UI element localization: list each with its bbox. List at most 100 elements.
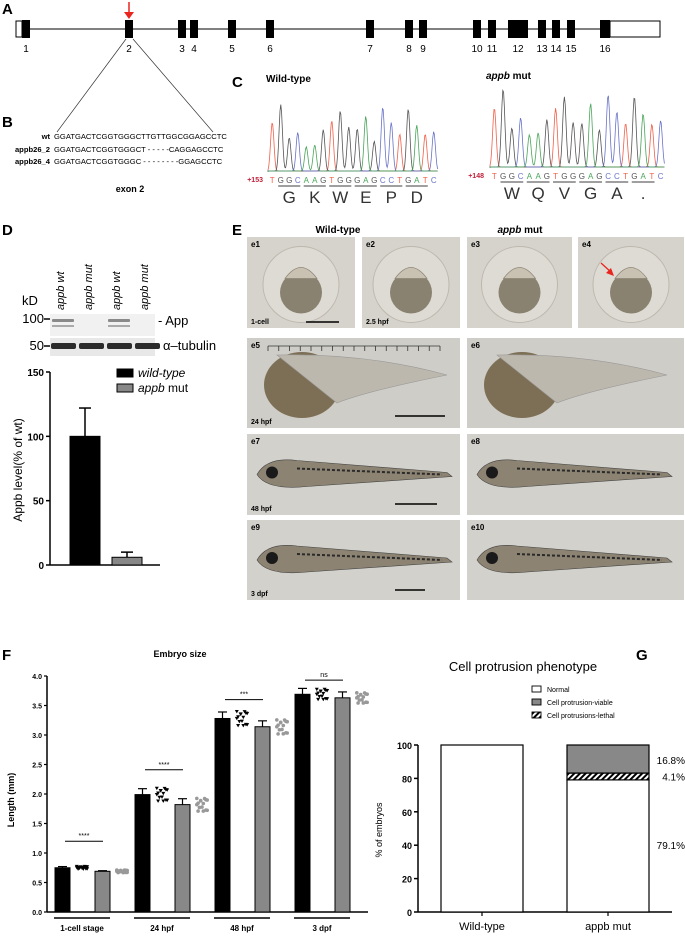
exon-number: 11 bbox=[487, 44, 498, 55]
legend-swatch bbox=[531, 698, 542, 706]
legend-swatch bbox=[116, 368, 134, 378]
amino-acid: G bbox=[584, 184, 597, 203]
panel-label-c: C bbox=[232, 74, 243, 91]
x-category-label: 24 hpf bbox=[150, 924, 174, 933]
exon-number: 5 bbox=[229, 44, 235, 55]
data-point-mut bbox=[361, 695, 366, 699]
amino-acid: Q bbox=[532, 184, 545, 203]
exon-box bbox=[488, 20, 496, 38]
y-tick-label: 1.5 bbox=[32, 822, 42, 829]
base-call: T bbox=[397, 176, 402, 185]
alignment-row-seq: GGATGACTCGGTGGGCTTGTTGGCGGAGCCTC bbox=[54, 132, 227, 141]
y-tick-label: 60 bbox=[402, 808, 412, 818]
larva-eye bbox=[486, 552, 498, 564]
y-tick-label: 1.0 bbox=[32, 851, 42, 858]
gene-italic: appb bbox=[486, 71, 510, 82]
data-point-mut bbox=[204, 808, 208, 812]
tile-id: e2 bbox=[366, 240, 375, 249]
y-tick-label: 3.5 bbox=[32, 704, 42, 711]
gene-italic: appb bbox=[498, 225, 522, 236]
data-point-mut bbox=[278, 720, 283, 725]
utr-3prime bbox=[609, 20, 661, 38]
data-point-wt bbox=[238, 712, 243, 716]
bar-mut bbox=[111, 556, 143, 566]
significance-label: **** bbox=[159, 762, 170, 769]
y-axis-label: Appb level(% of wt) bbox=[11, 418, 25, 521]
base-call: G bbox=[579, 172, 585, 181]
base-call: G bbox=[570, 172, 576, 181]
embryo-tile-e6: e6 bbox=[467, 338, 684, 428]
larva-body bbox=[476, 545, 673, 574]
yolk bbox=[280, 271, 322, 314]
band-tubulin bbox=[107, 343, 132, 349]
marker-100: 100 bbox=[22, 311, 44, 326]
exon-caption: exon 2 bbox=[116, 184, 145, 194]
base-call: C bbox=[431, 176, 437, 185]
base-call: G bbox=[278, 176, 284, 185]
embryo-tile-e8: e8 bbox=[467, 434, 684, 515]
data-point-mut bbox=[202, 796, 207, 801]
chromatogram-title-wt: Wild-type bbox=[266, 74, 311, 85]
data-point-wt bbox=[157, 795, 162, 800]
data-label: 4.1% bbox=[662, 773, 685, 784]
data-point-mut bbox=[282, 718, 287, 722]
larva-eye bbox=[266, 466, 278, 479]
blastoderm bbox=[502, 267, 537, 279]
band-label-app: - App bbox=[158, 313, 188, 328]
data-point-wt bbox=[163, 798, 168, 802]
base-call: T bbox=[423, 176, 428, 185]
embryo-tile-e3: e3 bbox=[467, 237, 572, 328]
blastoderm bbox=[284, 267, 318, 279]
kd-unit: kD bbox=[22, 293, 38, 308]
data-point-wt bbox=[161, 791, 166, 796]
legend-swatch bbox=[116, 383, 134, 393]
base-call: T bbox=[329, 176, 334, 185]
base-call: T bbox=[553, 172, 558, 181]
embryo-size-chart: Embryo size 0.0 0.5 1.0 1.5 2.0 2.5 3.0 3.5 4.0 Le… bbox=[6, 649, 370, 933]
amino-acid: W bbox=[504, 184, 520, 203]
y-tick-label: 2.0 bbox=[32, 792, 42, 799]
trace-c bbox=[489, 95, 665, 168]
data-point-mut bbox=[198, 798, 203, 803]
exon-number: 7 bbox=[367, 44, 373, 55]
exon-box bbox=[405, 20, 413, 38]
data-point-wt bbox=[317, 694, 322, 699]
data-point-mut bbox=[284, 730, 288, 735]
panel-label-a: A bbox=[2, 1, 13, 18]
blastoderm bbox=[394, 267, 428, 279]
exon-number: 9 bbox=[420, 44, 426, 55]
data-point-mut bbox=[196, 809, 200, 813]
panel-label-b: B bbox=[2, 114, 13, 131]
x-category-label: appb mut bbox=[585, 921, 631, 933]
exon-box bbox=[266, 20, 274, 38]
data-label: 79.1% bbox=[657, 841, 685, 852]
y-tick-label: 80 bbox=[402, 774, 412, 784]
y-tick-label: 150 bbox=[27, 368, 44, 379]
data-point-mut bbox=[125, 868, 129, 873]
bar-segment-normal bbox=[566, 779, 650, 913]
base-call: C bbox=[388, 176, 394, 185]
marker-50: 50 bbox=[30, 338, 44, 353]
data-point-wt bbox=[314, 687, 319, 692]
lane-label: appb mut bbox=[83, 263, 95, 310]
larva-body bbox=[476, 459, 673, 488]
data-point-wt bbox=[241, 723, 246, 728]
base-call: A bbox=[414, 176, 420, 185]
data-point-wt bbox=[156, 799, 161, 803]
data-point-wt bbox=[78, 865, 83, 869]
sequence-position: +153 bbox=[247, 177, 263, 184]
trace-c bbox=[267, 107, 438, 172]
base-call: G bbox=[631, 172, 637, 181]
significance-label: **** bbox=[79, 833, 90, 840]
data-point-wt bbox=[74, 864, 79, 869]
pigment-stripe bbox=[296, 553, 443, 561]
y-tick-label: 20 bbox=[402, 875, 412, 885]
data-point-mut bbox=[196, 801, 200, 805]
amino-acid: K bbox=[309, 188, 321, 207]
band-tubulin bbox=[79, 343, 104, 349]
exon-number: 6 bbox=[267, 44, 273, 55]
exon-box bbox=[190, 20, 198, 38]
y-tick-label: 0 bbox=[38, 561, 44, 572]
amino-acid: D bbox=[411, 188, 423, 207]
